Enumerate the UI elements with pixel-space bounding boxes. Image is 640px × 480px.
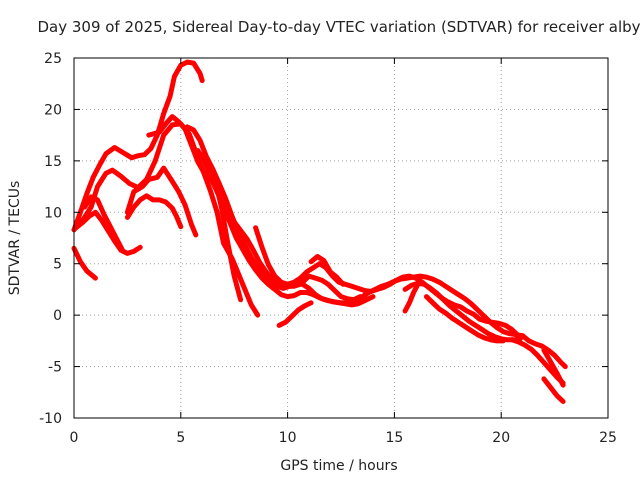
y-tick-label: 5 bbox=[53, 257, 62, 273]
series-line-14 bbox=[308, 254, 346, 287]
series-line-5 bbox=[82, 194, 126, 254]
data-series bbox=[71, 59, 568, 404]
y-tick-label: -5 bbox=[48, 360, 62, 376]
series-line-12 bbox=[253, 225, 521, 339]
chart-title: Day 309 of 2025, Sidereal Day-to-day VTE… bbox=[37, 18, 640, 36]
y-tick-label: 15 bbox=[44, 154, 62, 170]
grid-lines bbox=[74, 58, 608, 418]
series-line-7 bbox=[124, 165, 199, 238]
y-axis-label: SDTVAR / TECUs bbox=[7, 181, 23, 296]
series-line-11 bbox=[206, 158, 244, 303]
y-tick-label: 20 bbox=[44, 102, 62, 118]
series-line-22 bbox=[541, 376, 566, 404]
series-line-21 bbox=[541, 347, 566, 388]
series-line-6 bbox=[124, 193, 184, 230]
x-tick-label: 10 bbox=[279, 430, 297, 446]
series-line-10 bbox=[195, 148, 376, 308]
y-tick-label: -10 bbox=[39, 411, 62, 427]
x-tick-label: 0 bbox=[70, 430, 79, 446]
x-tick-label: 15 bbox=[385, 430, 403, 446]
axis-ticks: 0 5 10 15 20 25 -10 -5 0 5 10 15 20 25 bbox=[39, 51, 617, 446]
series-line-8 bbox=[146, 114, 370, 303]
series-line-13 bbox=[276, 300, 314, 328]
x-tick-label: 20 bbox=[492, 430, 510, 446]
series-line-15 bbox=[359, 273, 526, 339]
y-tick-label: 10 bbox=[44, 205, 62, 221]
y-tick-label: 0 bbox=[53, 308, 62, 324]
series-line-4 bbox=[73, 209, 143, 256]
x-tick-label: 25 bbox=[599, 430, 617, 446]
x-tick-label: 5 bbox=[176, 430, 185, 446]
x-axis-label: GPS time / hours bbox=[280, 458, 397, 474]
series-line-1 bbox=[71, 245, 98, 281]
y-tick-label: 25 bbox=[44, 51, 62, 67]
series-line-2 bbox=[71, 59, 205, 233]
series-line-17 bbox=[402, 281, 421, 314]
plot-frame bbox=[73, 57, 609, 419]
series-line-20 bbox=[509, 337, 566, 386]
series-line-18 bbox=[423, 294, 506, 344]
